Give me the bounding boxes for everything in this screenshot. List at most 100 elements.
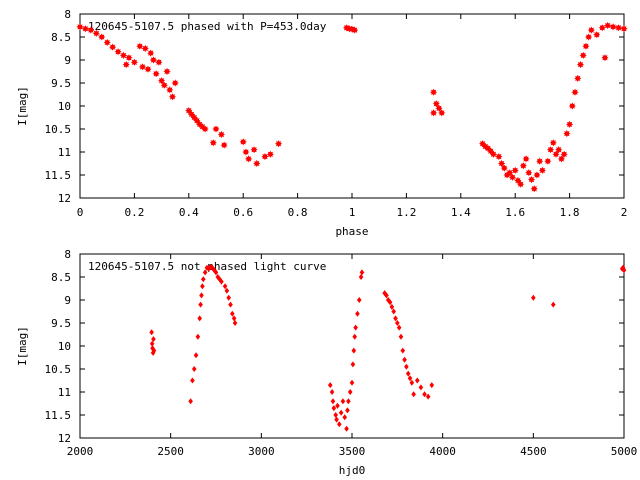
data-point bbox=[161, 82, 168, 89]
x-tick-label: 0.2 bbox=[124, 206, 144, 219]
figure: 120645-5107.5 phased with P=453.0day pha… bbox=[0, 0, 640, 480]
y-tick-label: 8.5 bbox=[51, 271, 71, 284]
data-point bbox=[501, 165, 508, 172]
data-point bbox=[93, 30, 100, 37]
y-tick-label: 9 bbox=[64, 54, 71, 67]
data-point bbox=[571, 89, 578, 96]
data-point bbox=[144, 66, 151, 73]
data-point bbox=[228, 302, 233, 308]
data-point bbox=[411, 391, 416, 397]
data-point bbox=[539, 167, 546, 174]
x-tick-label: 4500 bbox=[520, 445, 547, 458]
data-point bbox=[399, 334, 404, 340]
data-point bbox=[328, 382, 333, 388]
data-point bbox=[544, 158, 551, 165]
data-point bbox=[188, 398, 193, 404]
x-tick-label: 2 bbox=[621, 206, 628, 219]
data-point bbox=[355, 311, 360, 317]
x-tick-label: 0.4 bbox=[179, 206, 199, 219]
data-point bbox=[131, 59, 138, 66]
y-tick-label: 11 bbox=[58, 386, 71, 399]
data-point bbox=[339, 410, 344, 416]
data-point bbox=[201, 276, 206, 282]
data-point bbox=[531, 185, 538, 192]
y-axis-label: I[mag] bbox=[16, 326, 29, 366]
data-point bbox=[525, 169, 532, 176]
data-point bbox=[334, 417, 339, 423]
data-point bbox=[210, 139, 217, 146]
y-axis-label: I[mag] bbox=[16, 86, 29, 126]
data-point bbox=[98, 33, 105, 40]
y-tick-label: 10.5 bbox=[45, 363, 72, 376]
data-point bbox=[350, 380, 355, 386]
data-point bbox=[352, 348, 357, 354]
data-point bbox=[563, 130, 570, 137]
x-tick-label: 1.4 bbox=[451, 206, 471, 219]
data-point bbox=[593, 31, 600, 38]
data-point bbox=[555, 146, 562, 153]
x-axis-label: hjd0 bbox=[339, 464, 366, 477]
data-point bbox=[221, 142, 228, 149]
data-point bbox=[580, 52, 587, 59]
x-tick-label: 1.2 bbox=[396, 206, 416, 219]
plot-frame bbox=[80, 254, 624, 438]
x-tick-label: 5000 bbox=[611, 445, 638, 458]
data-point bbox=[109, 44, 116, 51]
y-tick-label: 12 bbox=[58, 192, 71, 205]
data-point bbox=[194, 352, 199, 358]
data-point bbox=[233, 320, 238, 326]
data-point bbox=[82, 25, 89, 32]
data-point bbox=[240, 138, 247, 145]
data-point bbox=[551, 302, 556, 308]
data-point bbox=[87, 27, 94, 34]
data-point bbox=[615, 24, 622, 31]
y-tick-label: 8 bbox=[64, 248, 71, 261]
data-points bbox=[76, 22, 627, 193]
data-point bbox=[218, 131, 225, 138]
x-tick-label: 4000 bbox=[429, 445, 456, 458]
data-point bbox=[275, 140, 282, 147]
data-point bbox=[547, 146, 554, 153]
y-tick-label: 12 bbox=[58, 432, 71, 445]
y-tick-label: 9.5 bbox=[51, 317, 71, 330]
data-point bbox=[212, 125, 219, 132]
data-point bbox=[512, 167, 519, 174]
data-point bbox=[517, 181, 524, 188]
data-point bbox=[429, 382, 434, 388]
x-axis-label: phase bbox=[335, 225, 368, 238]
chart-title: 120645-5107.5 phased with P=453.0day bbox=[88, 20, 327, 33]
data-point bbox=[344, 426, 349, 432]
data-point bbox=[104, 39, 111, 46]
data-point bbox=[430, 109, 437, 116]
data-point bbox=[351, 27, 358, 34]
data-point bbox=[114, 48, 121, 55]
data-point bbox=[76, 23, 83, 30]
y-tick-label: 10 bbox=[58, 340, 71, 353]
data-point bbox=[345, 407, 350, 413]
x-ticks: 2000 2500 3000 3500 4000 4500 5000 bbox=[67, 254, 638, 458]
x-tick-label: 1.6 bbox=[505, 206, 525, 219]
data-points bbox=[149, 264, 626, 432]
y-tick-label: 10.5 bbox=[45, 123, 72, 136]
data-point bbox=[351, 361, 356, 367]
data-point bbox=[357, 297, 362, 303]
phased-light-curve-chart: 120645-5107.5 phased with P=453.0day pha… bbox=[16, 8, 628, 238]
data-point bbox=[166, 86, 173, 93]
y-tick-label: 11.5 bbox=[45, 169, 72, 182]
data-point bbox=[125, 54, 132, 61]
data-point bbox=[610, 23, 617, 30]
data-point bbox=[242, 148, 249, 155]
data-point bbox=[348, 389, 353, 395]
unphased-light-curve-chart: 120645-5107.5 not phased light curve hjd… bbox=[16, 248, 637, 477]
data-point bbox=[226, 295, 231, 301]
data-point bbox=[199, 292, 204, 298]
data-point bbox=[250, 146, 257, 153]
x-tick-label: 0 bbox=[77, 206, 84, 219]
data-point bbox=[333, 412, 338, 418]
x-ticks: 0 0.2 0.4 0.6 0.8 1 1.2 1.4 1.6 1.8 2 bbox=[77, 14, 628, 219]
data-point bbox=[267, 151, 274, 158]
data-point bbox=[147, 50, 154, 57]
data-point bbox=[430, 89, 437, 96]
data-point bbox=[123, 61, 130, 68]
x-tick-label: 1 bbox=[349, 206, 356, 219]
